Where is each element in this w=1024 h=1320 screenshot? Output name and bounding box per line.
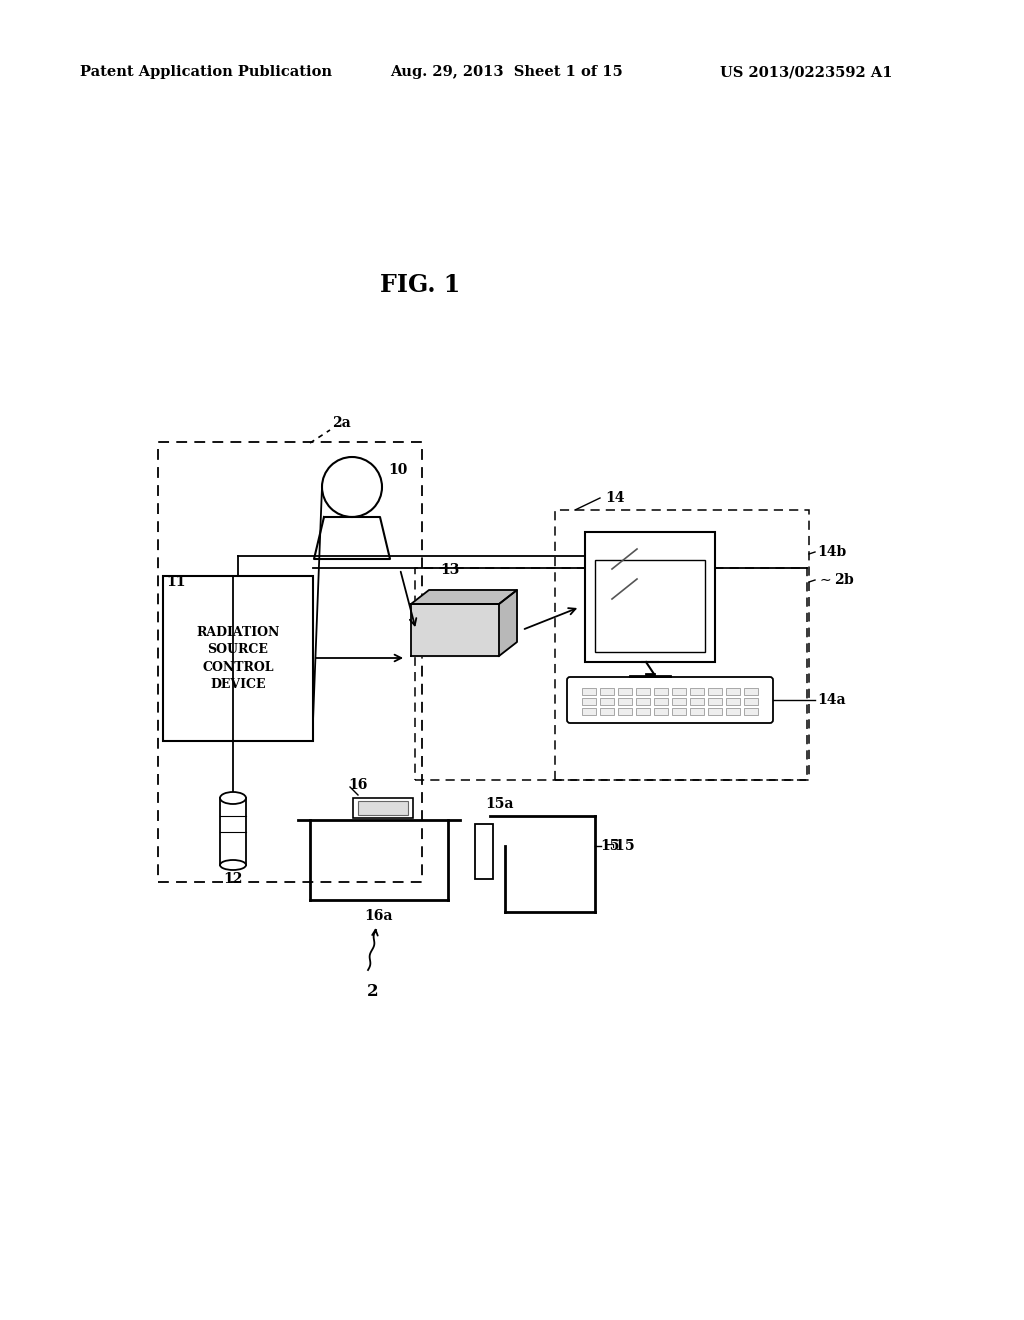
Bar [618,708,632,715]
Bar [600,708,614,715]
Bar [690,698,705,705]
Bar [690,688,705,696]
Bar [415,568,807,780]
Text: Patent Application Publication: Patent Application Publication [80,65,332,79]
Bar [163,576,313,741]
Bar [600,698,614,705]
Text: 16: 16 [348,777,368,792]
Bar [618,688,632,696]
Bar [555,510,809,780]
Bar [475,824,493,879]
Text: 14b: 14b [817,545,846,558]
Bar [358,801,408,814]
Text: 10: 10 [388,463,408,477]
Text: 14a: 14a [817,693,846,708]
Bar [636,688,650,696]
Text: 2: 2 [368,983,379,1001]
Text: 11: 11 [166,576,185,589]
Text: 14: 14 [605,491,625,506]
Bar [726,708,740,715]
Bar [708,688,722,696]
Bar [708,708,722,715]
Text: $\neg$15: $\neg$15 [603,838,635,854]
Bar [220,799,246,865]
Ellipse shape [220,861,246,870]
Bar [690,708,705,715]
Text: 15a: 15a [485,797,513,810]
Bar [708,698,722,705]
Bar [654,698,668,705]
Bar [744,698,758,705]
Bar [636,698,650,705]
Text: 13: 13 [440,564,460,577]
Text: FIG. 1: FIG. 1 [380,273,460,297]
Ellipse shape [220,792,246,804]
Bar [595,560,705,652]
Bar [600,688,614,696]
Bar [618,698,632,705]
Bar [158,442,422,882]
Bar [744,708,758,715]
Text: US 2013/0223592 A1: US 2013/0223592 A1 [720,65,893,79]
Bar [672,698,686,705]
FancyBboxPatch shape [567,677,773,723]
Bar [636,708,650,715]
Bar [726,688,740,696]
Bar [654,688,668,696]
Bar [672,708,686,715]
Text: Aug. 29, 2013  Sheet 1 of 15: Aug. 29, 2013 Sheet 1 of 15 [390,65,623,79]
Text: 15: 15 [600,840,620,853]
Polygon shape [499,590,517,656]
Bar [582,708,596,715]
Bar [353,799,413,818]
Text: 16a: 16a [365,909,393,923]
Text: 12: 12 [223,873,243,886]
Bar [726,698,740,705]
Text: 2a: 2a [332,416,351,430]
Polygon shape [411,605,499,656]
Polygon shape [411,590,517,605]
Bar [744,688,758,696]
Bar [582,698,596,705]
Text: $\sim$2b: $\sim$2b [817,573,855,587]
Bar [585,532,715,663]
Bar [654,708,668,715]
Text: RADIATION
SOURCE
CONTROL
DEVICE: RADIATION SOURCE CONTROL DEVICE [197,626,280,692]
Bar [672,688,686,696]
Bar [582,688,596,696]
